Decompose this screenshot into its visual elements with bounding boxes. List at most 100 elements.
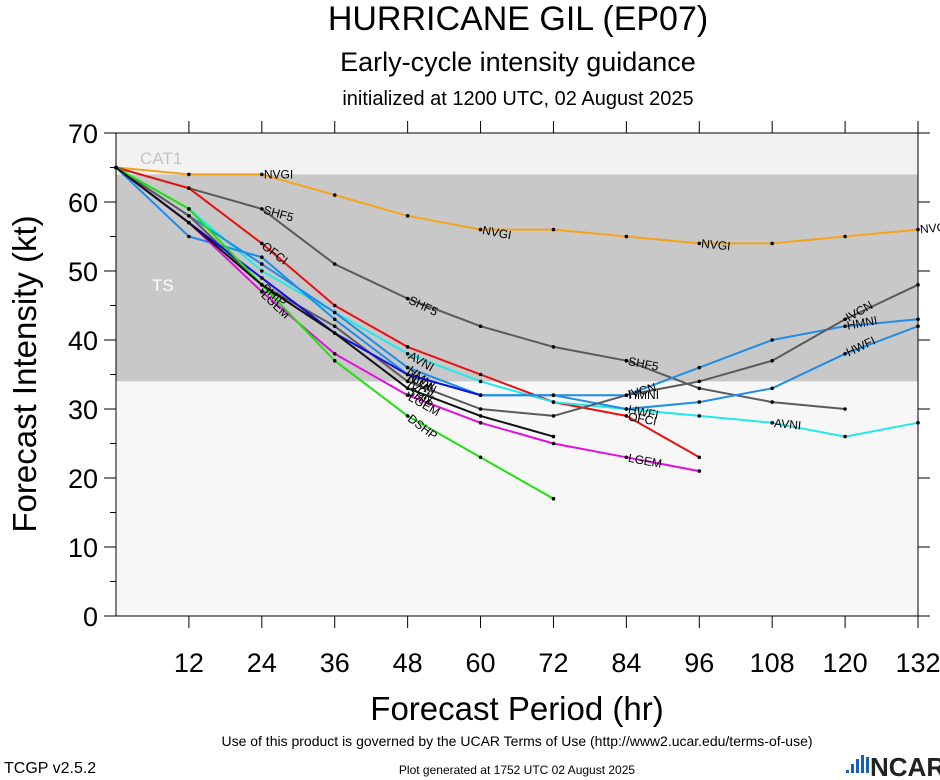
series-point-nvgi bbox=[405, 214, 410, 218]
series-point-avni bbox=[405, 352, 410, 356]
series-point-lgem bbox=[697, 469, 702, 473]
x-tick-label: 120 bbox=[823, 648, 868, 678]
y-tick-label: 0 bbox=[83, 602, 98, 632]
series-point-hmni bbox=[332, 310, 337, 315]
x-tick-label: 48 bbox=[393, 648, 423, 678]
series-point-shf5 bbox=[551, 345, 556, 349]
series-point-hmni bbox=[405, 365, 410, 370]
series-point-ofci bbox=[187, 186, 191, 190]
series-point-shf5 bbox=[478, 324, 483, 329]
series-label-nvgi: NVGI bbox=[919, 220, 940, 237]
series-point-lgem bbox=[405, 393, 410, 398]
series-point-avni bbox=[551, 400, 556, 404]
series-point-lgem bbox=[551, 441, 556, 446]
y-tick-label: 20 bbox=[68, 464, 98, 494]
y-tick-label: 70 bbox=[68, 119, 98, 149]
series-point-icon bbox=[405, 372, 410, 377]
series-point-shf5 bbox=[697, 386, 702, 391]
terms-of-use: Use of this product is governed by the U… bbox=[221, 733, 812, 749]
series-point-nvgi bbox=[187, 172, 191, 177]
series-point-nvgi bbox=[843, 234, 847, 239]
series-point-ship bbox=[187, 220, 191, 225]
series-label-shf5: SHF5 bbox=[627, 354, 660, 374]
series-point-ivcn bbox=[478, 407, 483, 411]
y-axis-title: Forecast Intensity (kt) bbox=[6, 215, 43, 532]
series-point-shf5 bbox=[843, 407, 847, 411]
series-point-nvgi bbox=[624, 234, 629, 239]
x-tick-label: 108 bbox=[750, 648, 795, 678]
y-tick-label: 60 bbox=[68, 188, 98, 218]
series-line-nvgi bbox=[115, 166, 919, 245]
y-tick-label: 10 bbox=[68, 533, 98, 563]
series-line-avni bbox=[115, 166, 919, 438]
y-tick-label: 40 bbox=[68, 326, 98, 356]
x-tick-label: 24 bbox=[247, 648, 277, 678]
series-point-lgem bbox=[624, 455, 629, 460]
x-tick-label: 60 bbox=[466, 648, 496, 678]
x-tick-label: 36 bbox=[320, 648, 350, 678]
series-point-shf5 bbox=[624, 358, 629, 363]
series-point-nvgi bbox=[697, 241, 702, 246]
chart-title: HURRICANE GIL (EP07) bbox=[328, 0, 708, 38]
axis-layer: 0 10 20 30 40 50 60 70 12 24 36 48 60 72 84 96 108 120 132 bbox=[68, 119, 940, 678]
series-point-hmni bbox=[551, 393, 556, 398]
series-point-ofci bbox=[478, 372, 483, 377]
series-point-hwfi bbox=[843, 352, 847, 356]
x-tick-label: 12 bbox=[174, 648, 204, 678]
series-point-ivcn bbox=[551, 414, 556, 418]
x-tick-label: 96 bbox=[684, 648, 714, 678]
series-label-lgem: LGEM bbox=[627, 451, 663, 471]
series-point-ofci bbox=[624, 414, 629, 418]
band-cat1 bbox=[116, 133, 918, 175]
series-point-ship bbox=[478, 414, 483, 418]
series-point-shf5 bbox=[770, 400, 774, 404]
series-point-lgem bbox=[260, 289, 264, 294]
series-point-ship bbox=[551, 434, 556, 439]
series-point-ship bbox=[260, 283, 264, 287]
series-point-avni bbox=[843, 434, 847, 439]
version-label: TCGP v2.5.2 bbox=[4, 760, 96, 777]
init-time: initialized at 1200 UTC, 02 August 2025 bbox=[342, 88, 693, 110]
series-point-ivcn bbox=[405, 379, 410, 384]
band-label-ts: TS bbox=[152, 276, 174, 295]
y-tick-label: 30 bbox=[68, 395, 98, 425]
x-tick-label: 72 bbox=[538, 648, 568, 678]
series-point-avni bbox=[478, 379, 483, 384]
ncar-logo: NCAR bbox=[846, 752, 940, 780]
series-point-dshp bbox=[332, 358, 337, 363]
series-point-hmni bbox=[843, 324, 847, 329]
series-point-avni bbox=[697, 414, 702, 418]
series-point-hwfi bbox=[260, 255, 264, 259]
series-point-hwfi bbox=[624, 407, 629, 411]
series-point-dshp bbox=[551, 496, 556, 501]
series-label-nvgi: NVGI bbox=[264, 167, 293, 181]
series-point-hmni bbox=[697, 365, 702, 370]
series-point-ofci bbox=[405, 345, 410, 349]
generated-label: Plot generated at 1752 UTC 02 August 202… bbox=[399, 763, 635, 777]
series-point-ivcn bbox=[770, 358, 774, 363]
series-point-icon bbox=[478, 393, 483, 398]
series-point-nvgi bbox=[551, 227, 556, 232]
x-tick-label: 84 bbox=[611, 648, 641, 678]
series-label-nvgi: NVGI bbox=[701, 237, 732, 254]
ncar-logo-text: NCAR bbox=[870, 752, 940, 780]
series-point-ivcn bbox=[332, 324, 337, 329]
series-point-ivcn bbox=[697, 379, 702, 384]
series-point-hwfi bbox=[332, 317, 337, 322]
x-tick-label: 132 bbox=[895, 648, 940, 678]
series-nvgi: NVGI NVGI NVGI NVGI bbox=[114, 165, 940, 254]
plot-area: TS CAT1 bbox=[116, 133, 918, 616]
series-point-hwfi bbox=[187, 234, 191, 239]
series-point-lgem bbox=[332, 352, 337, 356]
ncar-logo-mark bbox=[846, 755, 869, 773]
series-point-dshp bbox=[478, 455, 483, 460]
series-point-shf5 bbox=[260, 207, 264, 211]
series-point-ship bbox=[332, 331, 337, 335]
series-point-nvgi bbox=[332, 193, 337, 197]
series-point-ofci bbox=[260, 241, 264, 246]
series-label-avni: AVNI bbox=[774, 416, 802, 432]
series-point-icon bbox=[260, 276, 264, 280]
series-label-hmni: HMNI bbox=[846, 313, 879, 332]
